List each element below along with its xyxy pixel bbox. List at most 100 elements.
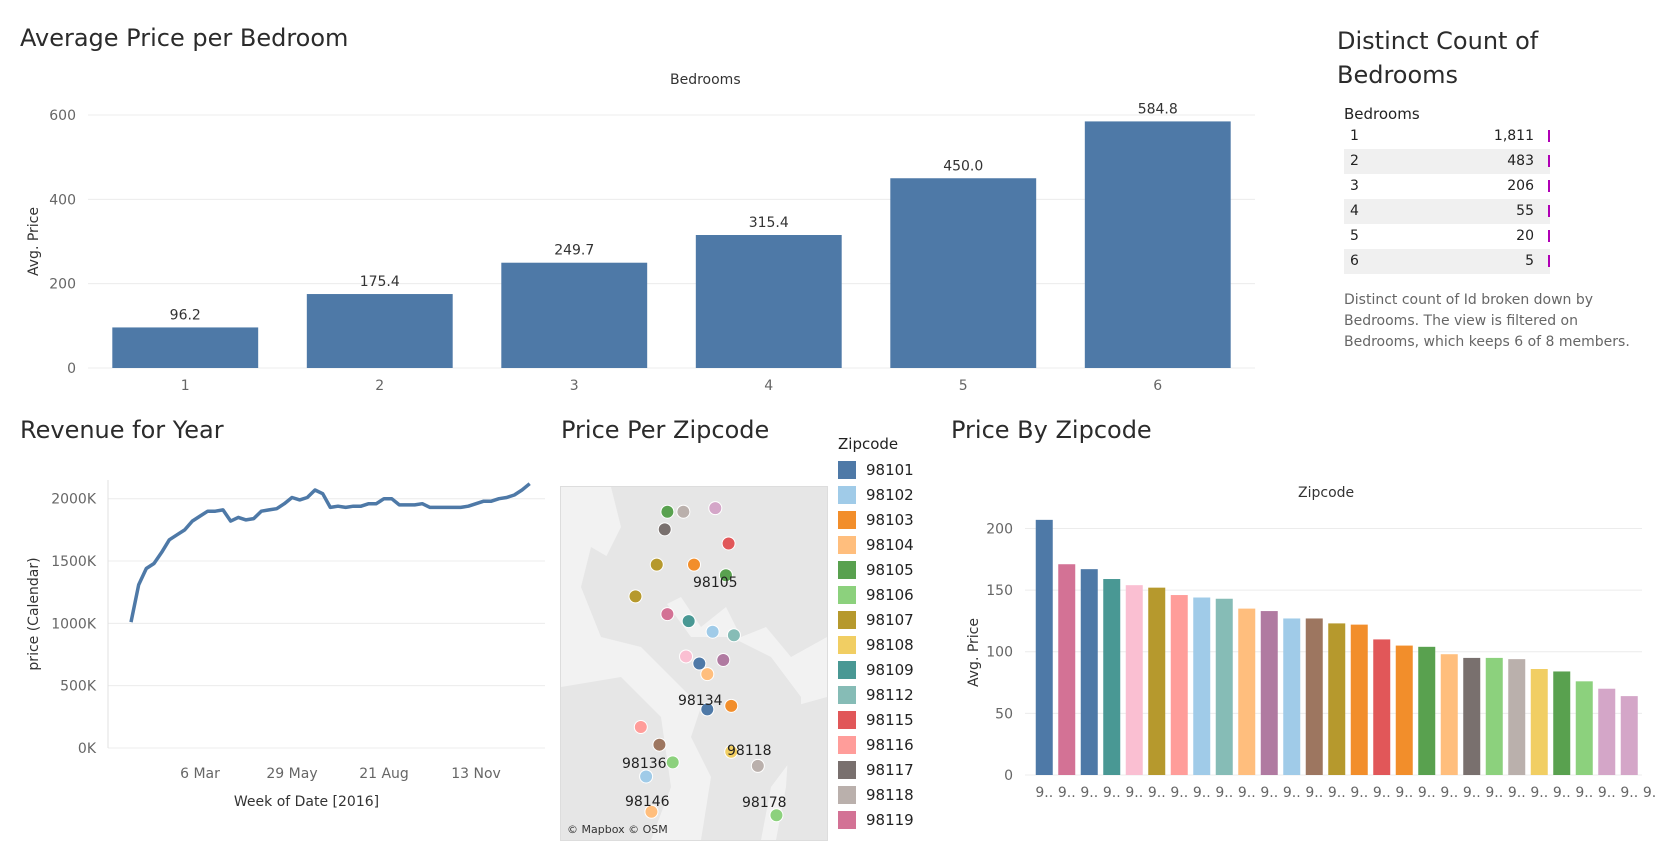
bar[interactable] (1463, 657, 1481, 775)
distinct-count-row[interactable]: 5 20 (1344, 224, 1550, 249)
distinct-count-row[interactable]: 1 1,811 (1344, 124, 1550, 149)
bar[interactable] (1084, 121, 1231, 368)
map-point[interactable] (676, 504, 691, 519)
distinct-count-caption: Distinct count of Id broken down by Bedr… (1344, 292, 1630, 350)
bar[interactable] (1440, 654, 1458, 775)
legend-item[interactable]: 98108 (838, 632, 914, 657)
legend-swatch (838, 660, 856, 679)
distinct-count-row[interactable]: 3 206 (1344, 174, 1550, 199)
bedroom-price-title: Average Price per Bedroom (20, 24, 349, 52)
bar[interactable] (1193, 597, 1211, 775)
map-point[interactable] (692, 656, 707, 671)
map-point[interactable] (679, 649, 694, 664)
zip-map-title: Price Per Zipcode (561, 416, 770, 444)
map-point[interactable] (705, 624, 720, 639)
bar[interactable] (1620, 696, 1638, 775)
distinct-count-row[interactable]: 4 55 (1344, 199, 1550, 224)
bar[interactable] (1395, 645, 1413, 775)
bar[interactable] (1485, 657, 1503, 775)
bar[interactable] (1283, 618, 1301, 775)
bar[interactable] (306, 294, 453, 368)
bar[interactable] (1553, 671, 1571, 775)
zipcode-map[interactable]: 98105 98134 98136 98118 98146 98178 © Ma… (560, 486, 828, 841)
map-point[interactable] (769, 808, 784, 823)
x-tick-label: 9.. (1170, 785, 1188, 801)
bar[interactable] (1260, 611, 1278, 775)
bar[interactable] (1575, 681, 1593, 775)
bar[interactable] (1328, 623, 1346, 775)
map-point[interactable] (665, 755, 680, 770)
map-point[interactable] (687, 557, 701, 572)
bar[interactable] (890, 178, 1037, 368)
legend-item[interactable]: 98106 (838, 582, 914, 607)
map-point[interactable] (716, 652, 731, 667)
bar[interactable] (112, 327, 259, 368)
legend-item[interactable]: 98103 (838, 507, 914, 532)
map-point[interactable] (700, 667, 715, 682)
legend-item[interactable]: 98116 (838, 732, 914, 757)
bar[interactable] (695, 235, 842, 368)
map-point[interactable] (681, 614, 696, 629)
revenue-line[interactable] (129, 482, 531, 623)
bar[interactable] (1080, 569, 1098, 775)
bar[interactable] (1103, 579, 1121, 775)
legend-item[interactable]: 98101 (838, 457, 914, 482)
distinct-count-table: 1 1,811 2 483 3 206 4 55 5 20 6 5 (1344, 124, 1550, 274)
bar[interactable] (501, 262, 648, 368)
map-point[interactable] (649, 557, 664, 572)
legend-swatch (838, 610, 856, 629)
x-tick-label: 1 (181, 378, 190, 394)
bar[interactable] (1418, 646, 1436, 775)
bar[interactable] (1035, 519, 1053, 775)
legend-label: 98115 (866, 710, 914, 729)
map-point[interactable] (726, 628, 741, 643)
map-point[interactable] (708, 501, 723, 516)
map-point[interactable] (724, 698, 739, 713)
legend-item[interactable]: 98112 (838, 682, 914, 707)
legend-item[interactable]: 98107 (838, 607, 914, 632)
map-point[interactable] (652, 737, 667, 752)
map-point[interactable] (721, 536, 736, 551)
legend-item[interactable]: 98109 (838, 657, 914, 682)
legend-item[interactable]: 98104 (838, 532, 914, 557)
bar[interactable] (1058, 564, 1076, 775)
bar[interactable] (1598, 688, 1616, 775)
legend-label: 98102 (866, 485, 914, 504)
bar[interactable] (1508, 659, 1526, 775)
legend-item[interactable]: 98117 (838, 757, 914, 782)
legend-item[interactable]: 98102 (838, 482, 914, 507)
legend-item[interactable]: 98105 (838, 557, 914, 582)
bar[interactable] (1215, 598, 1233, 775)
map-point[interactable] (628, 589, 643, 604)
map-point[interactable] (700, 702, 715, 717)
bar[interactable] (1373, 639, 1391, 775)
legend-item[interactable]: 98115 (838, 707, 914, 732)
bar[interactable] (1530, 669, 1548, 775)
map-point[interactable] (660, 504, 675, 519)
map-credit[interactable]: © Mapbox © OSM (567, 823, 668, 836)
map-landmass-west (561, 677, 671, 840)
map-point[interactable] (660, 607, 675, 622)
legend-item[interactable]: 98118 (838, 782, 914, 807)
distinct-count-row[interactable]: 2 483 (1344, 149, 1550, 174)
map-point[interactable] (724, 744, 739, 759)
x-tick-label: 9.. (1238, 785, 1256, 801)
bar[interactable] (1238, 608, 1256, 775)
map-point[interactable] (633, 720, 648, 735)
map-point[interactable] (639, 769, 654, 784)
map-point[interactable] (718, 568, 733, 583)
bar[interactable] (1170, 595, 1188, 775)
y-tick-label: 2000K (51, 492, 97, 508)
map-point[interactable] (657, 522, 672, 537)
bedroom-key: 2 (1350, 153, 1359, 169)
legend-item[interactable]: 98119 (838, 807, 914, 832)
map-point[interactable] (750, 758, 765, 773)
bar[interactable] (1125, 585, 1143, 775)
bar[interactable] (1305, 618, 1323, 775)
legend-swatch (838, 485, 856, 504)
bar[interactable] (1148, 587, 1166, 775)
bar[interactable] (1350, 624, 1368, 775)
map-point[interactable] (644, 804, 659, 819)
y-tick-label: 200 (986, 521, 1013, 537)
